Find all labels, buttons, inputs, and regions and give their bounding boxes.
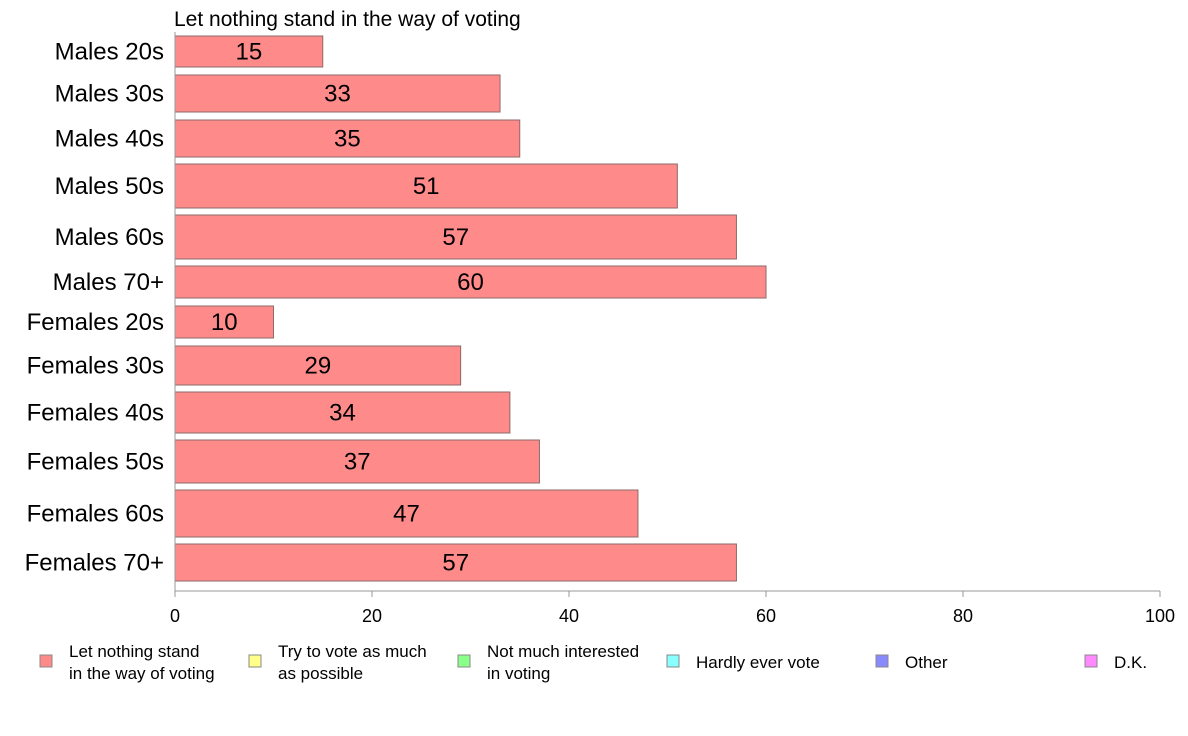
chart-title: Let nothing stand in the way of voting bbox=[174, 8, 521, 31]
category-label: Males 50s bbox=[55, 173, 164, 200]
bar-5 bbox=[174, 214, 737, 260]
bar-value-label: 33 bbox=[324, 81, 351, 108]
bar-1 bbox=[174, 35, 324, 68]
bar-10 bbox=[174, 439, 540, 484]
category-label: Males 70+ bbox=[53, 269, 164, 296]
legend-label: Let nothing stand bbox=[69, 642, 199, 661]
legend-label: Hardly ever vote bbox=[696, 653, 820, 672]
category-label: Females 30s bbox=[27, 353, 164, 380]
bar-7 bbox=[174, 305, 274, 339]
bars: Males 20s 15 Males 30s 33 Males 40s 35 Males 5… bbox=[25, 35, 767, 582]
legend-label: Not much interested bbox=[487, 642, 639, 661]
bar-value-label: 15 bbox=[236, 39, 263, 66]
x-tick-label: 100 bbox=[1145, 606, 1175, 626]
x-tick-label: 0 bbox=[170, 606, 180, 626]
legend-swatch bbox=[875, 654, 889, 668]
legend-label: Other bbox=[905, 653, 948, 672]
bar-value-label: 34 bbox=[329, 400, 356, 427]
category-label: Females 50s bbox=[27, 449, 164, 476]
legend-swatch bbox=[39, 654, 53, 668]
category-label: Females 70+ bbox=[25, 550, 164, 577]
bar-value-label: 60 bbox=[457, 269, 484, 296]
bar-12 bbox=[174, 543, 737, 582]
bar-value-label: 47 bbox=[393, 501, 420, 528]
legend: Let nothing stand in the way of voting Try… bbox=[39, 642, 1147, 683]
legend-label: in the way of voting bbox=[69, 664, 215, 683]
legend-swatch bbox=[248, 654, 262, 668]
bar-4 bbox=[174, 163, 678, 209]
category-label: Females 20s bbox=[27, 309, 164, 336]
category-label: Females 60s bbox=[27, 501, 164, 528]
x-tick-label: 60 bbox=[756, 606, 776, 626]
x-tick-label: 20 bbox=[362, 606, 382, 626]
bar-11 bbox=[174, 489, 639, 538]
category-label: Males 30s bbox=[55, 81, 164, 108]
legend-swatch bbox=[666, 654, 680, 668]
legend-swatch bbox=[1084, 654, 1098, 668]
category-label: Males 20s bbox=[55, 39, 164, 66]
bar-2 bbox=[174, 74, 501, 113]
legend-label: as possible bbox=[278, 664, 363, 683]
bar-value-label: 57 bbox=[442, 550, 469, 577]
bar-value-label: 35 bbox=[334, 126, 361, 153]
x-tick-label: 80 bbox=[953, 606, 973, 626]
legend-label: in voting bbox=[487, 664, 550, 683]
bar-value-label: 10 bbox=[211, 309, 238, 336]
category-label: Males 40s bbox=[55, 126, 164, 153]
category-label: Males 60s bbox=[55, 224, 164, 251]
x-axis: 0 20 40 60 80 100 bbox=[170, 32, 1175, 626]
bar-value-label: 57 bbox=[442, 224, 469, 251]
legend-label: D.K. bbox=[1114, 653, 1147, 672]
bar-3 bbox=[174, 119, 521, 158]
category-label: Females 40s bbox=[27, 400, 164, 427]
bar-value-label: 37 bbox=[344, 449, 371, 476]
legend-swatch bbox=[457, 654, 471, 668]
legend-label: Try to vote as much bbox=[278, 642, 427, 661]
bar-value-label: 29 bbox=[304, 353, 331, 380]
x-tick-label: 40 bbox=[559, 606, 579, 626]
bar-value-label: 51 bbox=[413, 173, 440, 200]
